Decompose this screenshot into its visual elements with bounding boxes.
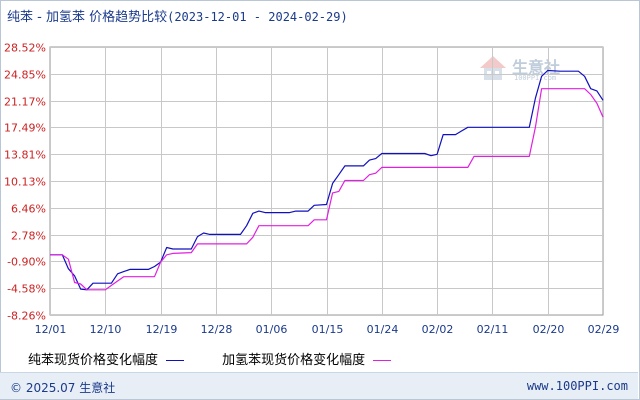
series-line-2 [50, 88, 604, 291]
chart-title: 纯苯 - 加氢苯 价格趋势比较(2023-12-01 - 2024-02-29) [7, 6, 348, 25]
y-tick-label: 21.17% [4, 96, 46, 109]
y-tick-label: 17.49% [4, 122, 46, 135]
x-tick-label: 01/24 [367, 323, 399, 336]
x-tick-label: 01/06 [256, 323, 288, 336]
line-chart: 28.52% 24.85% 21.17% 17.49% 13.81% 10.13% 6.46… [4, 42, 620, 337]
x-tick-label: 01/15 [312, 323, 344, 336]
x-tick-label: 02/11 [477, 323, 509, 336]
legend-label-series-2: 加氢苯现货价格变化幅度 [222, 353, 366, 368]
y-tick-label: 2.78% [11, 230, 46, 243]
y-tick-label: -4.58% [7, 283, 46, 296]
y-tick-label: -0.90% [7, 256, 46, 269]
x-tick-label: 02/02 [422, 323, 454, 336]
x-tick-label: 12/10 [90, 323, 122, 336]
y-tick-label: 24.85% [4, 69, 46, 82]
x-tick-label: 12/19 [146, 323, 178, 336]
footer-bar: © 2025.07 生意社 www.100PPI.com [0, 372, 638, 399]
footer-site-link[interactable]: www.100PPI.com [526, 379, 628, 393]
legend-swatch-series-2 [373, 360, 392, 361]
title-text: 纯苯 - 加氢苯 价格趋势比较 [7, 10, 168, 25]
x-tick-label: 02/29 [588, 323, 620, 336]
y-tick-label: 10.13% [4, 176, 46, 189]
y-tick-label: 13.81% [4, 149, 46, 162]
x-tick-label: 02/20 [533, 323, 565, 336]
legend-swatch-series-1 [166, 360, 185, 361]
y-tick-label: 6.46% [11, 203, 46, 216]
watermark-url: 100PPI.com [514, 74, 557, 82]
legend-item-series-1: 纯苯现货价格变化幅度 [28, 349, 185, 368]
series-line-1 [50, 69, 604, 291]
legend-label-series-1: 纯苯现货价格变化幅度 [28, 353, 159, 368]
y-tick-label: 28.52% [4, 42, 46, 55]
x-tick-label: 12/01 [35, 323, 67, 336]
x-tick-label: 12/28 [201, 323, 233, 336]
title-date-range: (2023-12-01 - 2024-02-29) [167, 10, 348, 24]
legend: 纯苯现货价格变化幅度 加氢苯现货价格变化幅度 [28, 349, 425, 368]
y-tick-label: -8.26% [7, 310, 46, 323]
footer-copyright: © 2025.07 生意社 [10, 381, 116, 395]
legend-item-series-2: 加氢苯现货价格变化幅度 [222, 349, 392, 368]
